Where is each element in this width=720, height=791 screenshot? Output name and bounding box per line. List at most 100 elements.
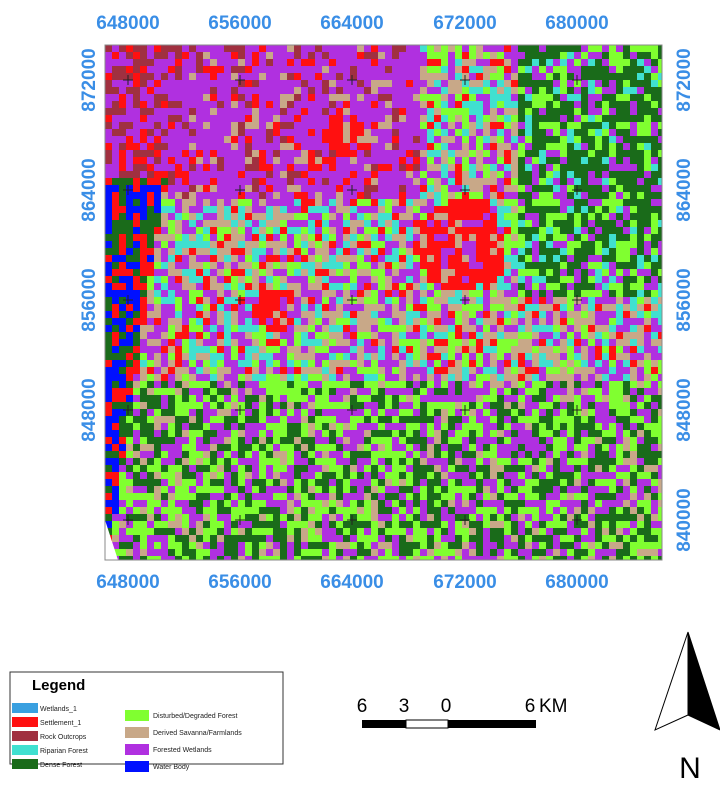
land-cover-cell (630, 304, 637, 311)
land-cover-cell (336, 248, 343, 255)
land-cover-cell (112, 136, 119, 143)
land-cover-cell (280, 269, 287, 276)
land-cover-cell (567, 164, 574, 171)
land-cover-cell (644, 220, 651, 227)
land-cover-cell (364, 227, 371, 234)
land-cover-cell (581, 234, 588, 241)
land-cover-cell (602, 472, 609, 479)
land-cover-cell (560, 416, 567, 423)
land-cover-cell (322, 45, 329, 52)
land-cover-cell (413, 185, 420, 192)
land-cover-cell (112, 465, 119, 472)
land-cover-cell (147, 143, 154, 150)
land-cover-cell (588, 136, 595, 143)
land-cover-cell (112, 227, 119, 234)
land-cover-cell (336, 290, 343, 297)
land-cover-cell (406, 423, 413, 430)
land-cover-cell (427, 332, 434, 339)
land-cover-cell (539, 276, 546, 283)
land-cover-cell (301, 346, 308, 353)
land-cover-cell (602, 192, 609, 199)
land-cover-cell (476, 269, 483, 276)
land-cover-cell (133, 143, 140, 150)
land-cover-cell (644, 311, 651, 318)
land-cover-cell (252, 199, 259, 206)
land-cover-cell (581, 297, 588, 304)
land-cover-cell (196, 353, 203, 360)
land-cover-cell (336, 472, 343, 479)
land-cover-cell (406, 136, 413, 143)
land-cover-cell (294, 430, 301, 437)
land-cover-cell (630, 472, 637, 479)
land-cover-cell (245, 402, 252, 409)
land-cover-cell (371, 353, 378, 360)
land-cover-cell (399, 199, 406, 206)
land-cover-cell (364, 80, 371, 87)
land-cover-cell (294, 339, 301, 346)
land-cover-cell (105, 234, 112, 241)
land-cover-cell (224, 409, 231, 416)
land-cover-cell (385, 269, 392, 276)
land-cover-cell (539, 388, 546, 395)
land-cover-cell (504, 297, 511, 304)
land-cover-cell (441, 451, 448, 458)
land-cover-cell (133, 381, 140, 388)
land-cover-cell (147, 171, 154, 178)
land-cover-cell (469, 199, 476, 206)
land-cover-cell (210, 234, 217, 241)
land-cover-cell (595, 472, 602, 479)
land-cover-cell (161, 388, 168, 395)
land-cover-cell (168, 220, 175, 227)
land-cover-cell (168, 122, 175, 129)
land-cover-cell (147, 45, 154, 52)
land-cover-cell (217, 199, 224, 206)
land-cover-cell (413, 444, 420, 451)
land-cover-cell (266, 255, 273, 262)
land-cover-cell (336, 381, 343, 388)
land-cover-cell (336, 59, 343, 66)
land-cover-cell (595, 332, 602, 339)
land-cover-cell (532, 409, 539, 416)
land-cover-cell (161, 192, 168, 199)
land-cover-cell (182, 332, 189, 339)
land-cover-cell (238, 479, 245, 486)
land-cover-cell (154, 304, 161, 311)
land-cover-cell (245, 87, 252, 94)
land-cover-cell (168, 164, 175, 171)
land-cover-cell (217, 248, 224, 255)
land-cover-cell (595, 94, 602, 101)
land-cover-cell (315, 430, 322, 437)
land-cover-cell (574, 206, 581, 213)
land-cover-cell (371, 297, 378, 304)
land-cover-cell (623, 213, 630, 220)
land-cover-cell (616, 150, 623, 157)
land-cover-cell (126, 304, 133, 311)
land-cover-cell (133, 437, 140, 444)
land-cover-cell (105, 136, 112, 143)
land-cover-cell (623, 269, 630, 276)
land-cover-cell (287, 290, 294, 297)
land-cover-cell (161, 283, 168, 290)
land-cover-cell (609, 213, 616, 220)
land-cover-cell (266, 122, 273, 129)
land-cover-cell (399, 269, 406, 276)
land-cover-cell (623, 353, 630, 360)
land-cover-cell (511, 472, 518, 479)
land-cover-cell (357, 465, 364, 472)
land-cover-cell (434, 339, 441, 346)
land-cover-cell (630, 136, 637, 143)
land-cover-cell (455, 311, 462, 318)
land-cover-cell (483, 367, 490, 374)
land-cover-cell (497, 136, 504, 143)
land-cover-cell (294, 220, 301, 227)
land-cover-cell (140, 108, 147, 115)
land-cover-cell (189, 339, 196, 346)
land-cover-cell (623, 444, 630, 451)
land-cover-cell (350, 367, 357, 374)
land-cover-cell (126, 255, 133, 262)
land-cover-cell (280, 402, 287, 409)
land-cover-cell (399, 409, 406, 416)
land-cover-cell (112, 304, 119, 311)
land-cover-cell (546, 157, 553, 164)
land-cover-cell (630, 129, 637, 136)
